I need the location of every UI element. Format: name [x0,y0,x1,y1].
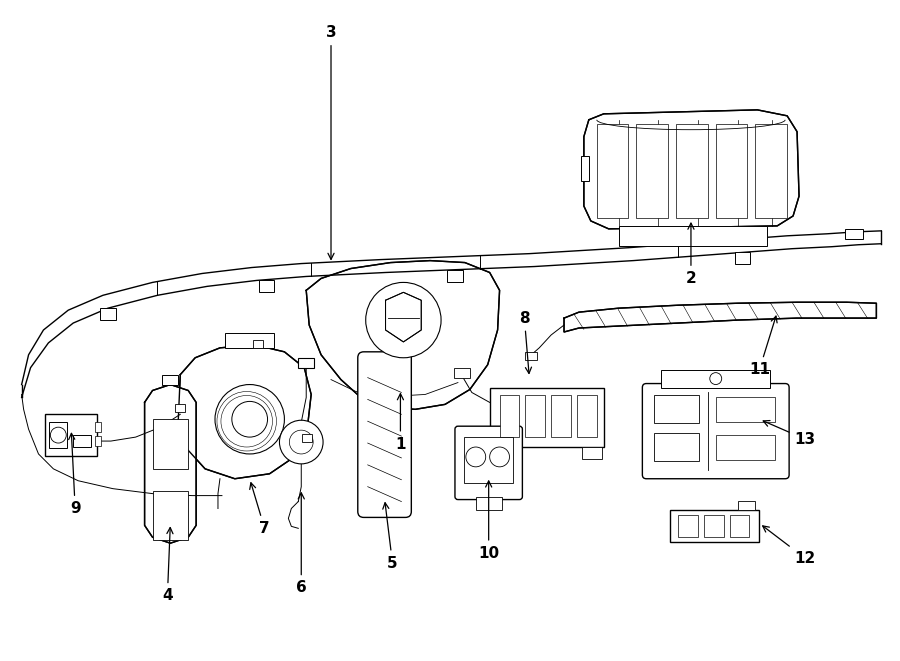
Bar [454,368,470,377]
Bar [670,510,760,542]
Bar [253,340,263,348]
Bar [618,226,768,246]
Bar [225,333,274,348]
Bar [464,437,514,483]
Polygon shape [564,302,877,332]
Text: 6: 6 [296,493,307,596]
Bar [676,124,707,218]
Bar [716,397,775,422]
FancyBboxPatch shape [455,426,522,500]
Bar [95,422,101,432]
Circle shape [710,373,722,385]
Polygon shape [584,110,799,229]
Bar [636,124,668,218]
Text: 12: 12 [762,526,815,566]
Text: 3: 3 [326,25,337,259]
Bar [662,369,770,387]
Bar [100,308,116,320]
Bar [490,387,604,447]
Text: 11: 11 [749,316,777,377]
Polygon shape [385,292,421,342]
Bar [654,433,699,461]
Circle shape [50,427,67,443]
Polygon shape [178,345,311,479]
Bar [577,395,597,437]
Bar [734,253,751,264]
Bar [845,229,862,239]
Bar [162,375,178,385]
Circle shape [215,385,284,454]
Circle shape [290,430,313,454]
Bar [476,496,501,510]
Text: 8: 8 [519,311,532,373]
Bar [597,124,628,218]
Text: 1: 1 [395,394,406,451]
Bar [500,395,519,437]
Text: 10: 10 [478,481,500,561]
Text: 2: 2 [686,223,697,286]
Bar [716,435,775,460]
Text: 4: 4 [162,527,173,603]
Circle shape [232,401,267,437]
Bar [730,516,750,537]
Circle shape [490,447,509,467]
Bar [526,395,545,437]
Bar [716,124,748,218]
Bar [738,500,755,510]
FancyBboxPatch shape [643,383,789,479]
Text: 13: 13 [763,420,815,447]
Bar [152,490,188,540]
Bar [755,124,788,218]
Bar [176,405,185,412]
Text: 9: 9 [68,434,80,516]
Bar [704,516,724,537]
Bar [580,157,589,181]
Bar [551,395,571,437]
Bar [654,395,699,423]
Bar [50,422,68,448]
Bar [152,419,188,469]
Text: 7: 7 [249,483,270,536]
Bar [582,447,602,459]
Bar [447,270,463,282]
Bar [298,358,314,368]
Bar [302,434,312,442]
FancyBboxPatch shape [358,352,411,518]
Circle shape [466,447,486,467]
Bar [258,280,274,292]
Bar [678,516,698,537]
Polygon shape [306,260,500,409]
Bar [526,352,537,360]
Circle shape [365,282,441,358]
Bar [73,435,91,447]
Polygon shape [145,385,196,543]
Text: 5: 5 [382,503,398,570]
Bar [491,447,511,459]
Circle shape [279,420,323,464]
Bar [45,414,97,456]
Bar [95,436,101,446]
